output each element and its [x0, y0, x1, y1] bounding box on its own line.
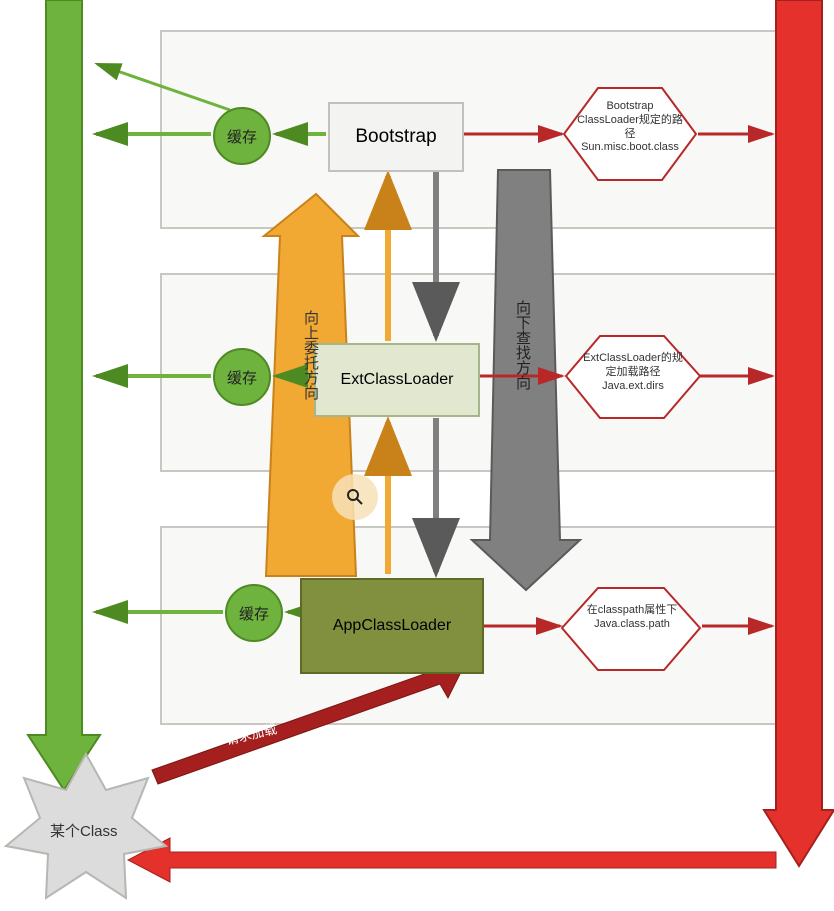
orange-arrow-label: 向上委托方向: [300, 310, 321, 400]
cache-2: 缓存: [213, 348, 271, 406]
cache-1: 缓存: [213, 107, 271, 165]
node-app-label: AppClassLoader: [333, 617, 451, 635]
cache-1-label: 缓存: [227, 126, 257, 147]
red-bottom-arrow: [128, 838, 776, 882]
hex-ext-label: ExtClassLoader的规定加载路径 Java.ext.dirs: [578, 352, 688, 393]
node-app: AppClassLoader: [300, 578, 484, 674]
request-arrow: [152, 658, 468, 784]
node-ext: ExtClassLoader: [314, 343, 480, 417]
cache-3: 缓存: [225, 584, 283, 642]
cache-2-label: 缓存: [227, 367, 257, 388]
hex-app-label: 在classpath属性下 Java.class.path: [576, 604, 688, 632]
gray-arrow-label: 向下查找方向: [512, 300, 533, 390]
hex-bootstrap-label: Bootstrap ClassLoader规定的路径 Sun.misc.boot…: [576, 100, 684, 155]
node-ext-label: ExtClassLoader: [341, 371, 454, 389]
green-down-arrow: [28, 0, 100, 790]
g-a1c: [97, 64, 230, 110]
cache-3-label: 缓存: [239, 603, 269, 624]
diagram-canvas: Bootstrap ExtClassLoader AppClassLoader …: [0, 0, 834, 911]
node-bootstrap: Bootstrap: [328, 102, 464, 172]
node-bootstrap-label: Bootstrap: [355, 126, 436, 148]
star-label: 某个Class: [50, 820, 118, 841]
red-down-arrow: [764, 0, 834, 866]
